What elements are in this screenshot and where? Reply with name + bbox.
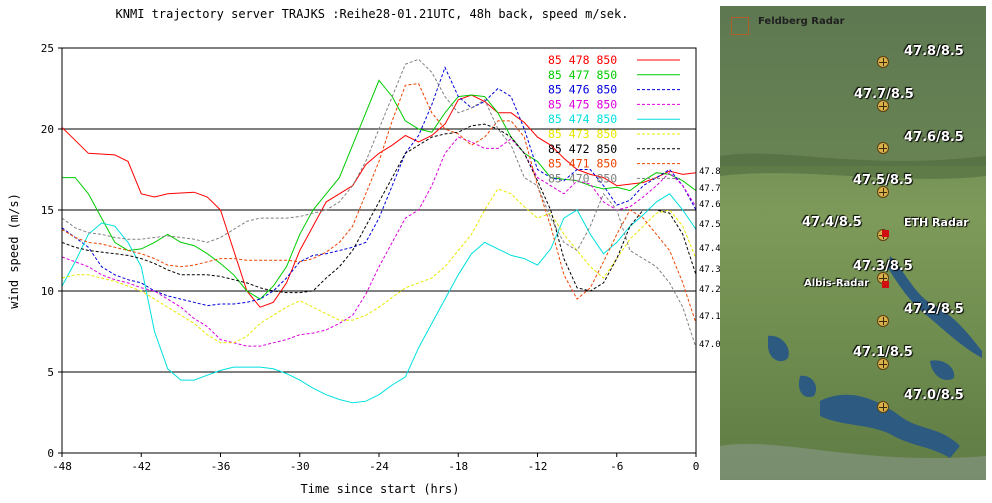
y-tick-label: 10 [41,285,54,298]
grid-point-label: 47.0/8.5 [904,388,964,403]
grid-point-marker [877,315,889,327]
y-tick-label: 0 [47,447,54,460]
x-tick-label: -18 [448,460,468,473]
grid-point-label: 47.2/8.5 [904,302,964,317]
grid-point-marker [877,56,889,68]
grid-point-label: 47.1/8.5 [853,345,913,360]
series-line-1 [62,79,697,300]
feldberg-radar-marker [731,17,749,35]
legend-label: 85 477 850 [548,68,617,82]
legend-label: 85 476 850 [548,83,617,97]
series-lines [61,58,697,404]
end-label: 47.4 [699,244,720,254]
legend-label: 85 473 850 [548,127,617,141]
trajectory-wind-speed-chart: KNMI trajectory server TRAJKS :Reihe28-0… [7,7,720,496]
lake-small-2 [798,375,817,398]
legend-label: 85 478 850 [548,53,617,67]
albis-radar-marker [882,281,889,288]
legend-label: 85 474 850 [548,112,617,126]
x-axis-label: Time since start (hrs) [301,482,460,496]
end-label: 47.0 [699,340,720,350]
series-line-6 [61,123,697,294]
x-tick-label: -24 [369,460,389,473]
legend-label: 85 470 850 [548,171,617,185]
grid-point-marker [877,142,889,154]
end-label: 47.8 [699,167,720,177]
end-label: 47.1 [699,312,720,322]
legend-label: 85 472 850 [548,142,617,156]
series-line-8 [61,58,697,348]
lake-zurich [888,256,982,358]
x-tick-label: -6 [610,460,623,473]
x-tick-label: 0 [693,460,700,473]
grid-point-marker [877,401,889,413]
grid-point-label: 47.4/8.5 [802,215,862,230]
series-line-5 [61,188,697,344]
grid-point-label: 47.5/8.5 [853,173,913,188]
series-line-7 [61,83,697,324]
y-tick-label: 15 [41,204,54,217]
end-label: 47.7 [699,184,720,194]
chart-title: KNMI trajectory server TRAJKS :Reihe28-0… [116,7,629,21]
eth-radar-marker [882,230,889,237]
end-label: 47.5 [699,220,720,230]
grid-point-label: 47.7/8.5 [854,87,914,102]
x-tick-label: -42 [131,460,151,473]
grid-point-marker [877,186,889,198]
series-line-3 [61,136,697,347]
lake-lucerne [820,394,960,458]
y-axis-label: wind speed (m/s) [7,193,21,309]
end-label: 47.2 [699,285,720,295]
feldberg-radar-label: Feldberg Radar [758,16,845,27]
axes: -48 -42 -36 -30 -24 -18 -12 -6 0 0 5 10 15 20 25 [41,42,700,473]
grid-point-marker [877,358,889,370]
x-tick-label: -36 [211,460,231,473]
end-label: 47.3 [699,265,720,275]
y-tick-label: 25 [41,42,54,55]
x-tick-label: -30 [290,460,310,473]
albis-radar-label: Albis-Radar [804,278,870,289]
series-line-2 [61,66,697,307]
grid-point-label: 47.3/8.5 [853,259,913,274]
lake-small-1 [768,335,789,362]
lake-zug [930,360,955,381]
satellite-map: Feldberg Radar 47.8/8.5 47.7/8.5 47.6/8.… [720,6,986,480]
eth-radar-label: ETH Radar [904,216,969,229]
grid-point-label: 47.6/8.5 [904,130,964,145]
x-tick-label: -48 [52,460,72,473]
y-tick-label: 5 [47,366,54,379]
grid-point-label: 47.8/8.5 [904,44,964,59]
legend-label: 85 475 850 [548,97,617,111]
y-tick-label: 20 [41,123,54,136]
end-label: 47.6 [699,200,720,210]
x-tick-label: -12 [528,460,548,473]
legend-label: 85 471 850 [548,157,617,171]
series-line-0 [61,94,697,308]
end-labels: 47.8 47.7 47.6 47.5 47.4 47.3 47.2 47.1 47.0 [699,167,720,350]
series-line-4 [61,193,697,404]
grid-point-marker [877,100,889,112]
map-terrain [720,6,986,480]
